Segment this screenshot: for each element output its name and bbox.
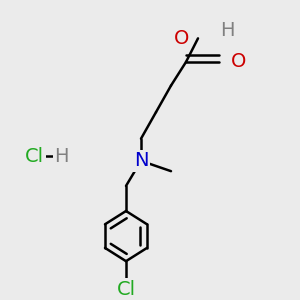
Text: O: O <box>174 29 189 48</box>
Text: Cl: Cl <box>25 147 44 166</box>
Text: N: N <box>134 151 148 170</box>
Text: H: H <box>54 147 69 166</box>
Text: O: O <box>231 52 246 71</box>
Text: H: H <box>220 22 235 40</box>
Text: Cl: Cl <box>116 280 136 299</box>
